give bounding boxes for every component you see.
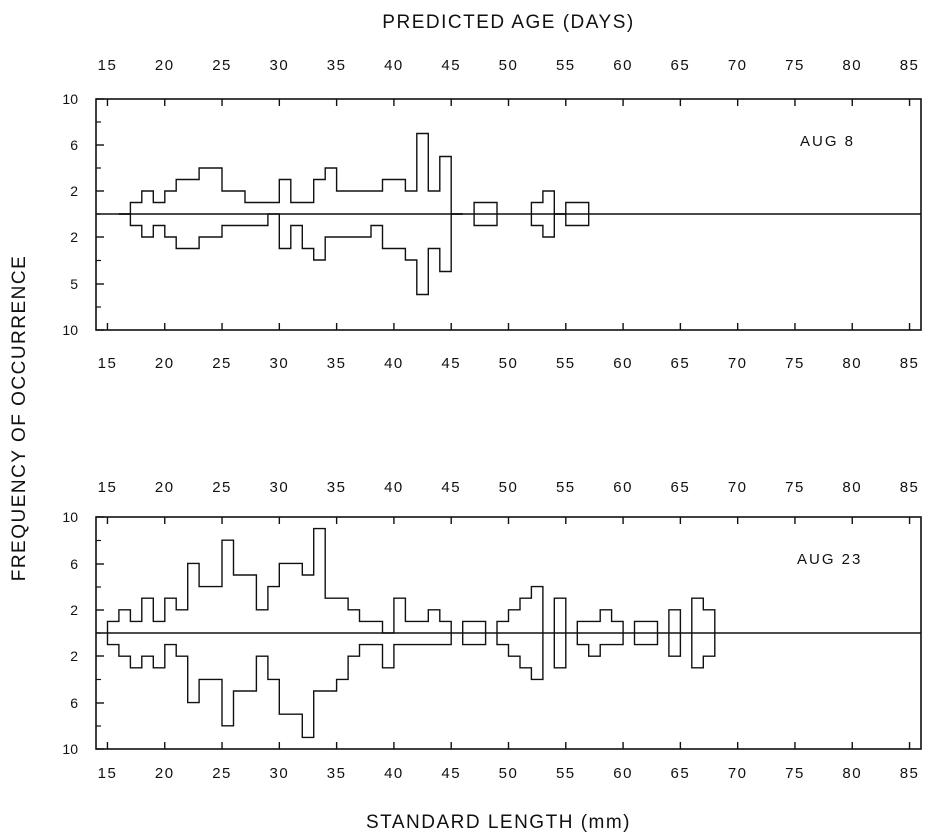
x2-tick-label: 20 xyxy=(155,57,175,74)
x2-tick-label: 25 xyxy=(212,479,232,496)
x2-tick-label: 80 xyxy=(842,479,862,496)
x-tick-label: 20 xyxy=(155,355,175,372)
panel-date-label: AUG 8 xyxy=(800,133,855,150)
x2-tick-label: 55 xyxy=(556,57,576,74)
y-tick-label: 2 xyxy=(70,602,78,618)
x-tick-label: 70 xyxy=(728,765,748,782)
x2-tick-label: 75 xyxy=(785,57,805,74)
y-tick-label: 10 xyxy=(62,91,78,107)
x2-tick-label: 60 xyxy=(613,57,633,74)
x-tick-label: 85 xyxy=(900,355,920,372)
x2-tick-label: 35 xyxy=(327,479,347,496)
x2-tick-label: 70 xyxy=(728,479,748,496)
x-tick-label: 30 xyxy=(269,355,289,372)
x2-tick-label: 15 xyxy=(98,57,118,74)
x-tick-label: 25 xyxy=(212,765,232,782)
y-tick-label: 2 xyxy=(70,183,78,199)
x2-tick-label: 50 xyxy=(499,479,519,496)
top-axis-title: PREDICTED AGE (DAYS) xyxy=(382,12,635,33)
x-tick-label: 60 xyxy=(613,765,633,782)
histogram-upper-outline xyxy=(118,132,590,215)
histogram-lower-outline xyxy=(118,213,590,296)
y-tick-label: 6 xyxy=(70,556,78,572)
y-tick-label: 5 xyxy=(70,276,78,292)
x2-tick-label: 30 xyxy=(269,57,289,74)
y-tick-label: 6 xyxy=(70,695,78,711)
x2-tick-label: 45 xyxy=(441,479,461,496)
x-tick-label: 55 xyxy=(556,355,576,372)
x-tick-label: 45 xyxy=(441,765,461,782)
x2-tick-label: 60 xyxy=(613,479,633,496)
x2-tick-label: 75 xyxy=(785,479,805,496)
x-tick-label: 35 xyxy=(327,355,347,372)
x2-tick-label: 30 xyxy=(269,479,289,496)
x2-tick-label: 70 xyxy=(728,57,748,74)
x-tick-label: 40 xyxy=(384,765,404,782)
x2-tick-label: 85 xyxy=(900,57,920,74)
x2-tick-label: 55 xyxy=(556,479,576,496)
x2-tick-label: 50 xyxy=(499,57,519,74)
histogram-upper-outline xyxy=(106,527,716,634)
y-tick-label: 2 xyxy=(70,229,78,245)
x2-tick-label: 80 xyxy=(842,57,862,74)
y-tick-label: 10 xyxy=(62,741,78,757)
x2-tick-label: 35 xyxy=(327,57,347,74)
x-tick-label: 80 xyxy=(842,765,862,782)
x2-tick-label: 45 xyxy=(441,57,461,74)
x-tick-label: 75 xyxy=(785,765,805,782)
x2-tick-label: 65 xyxy=(671,479,691,496)
x-tick-label: 85 xyxy=(900,765,920,782)
y-tick-label: 6 xyxy=(70,137,78,153)
x-tick-label: 55 xyxy=(556,765,576,782)
x-tick-label: 40 xyxy=(384,355,404,372)
x2-tick-label: 85 xyxy=(900,479,920,496)
x-tick-label: 20 xyxy=(155,765,175,782)
y-tick-label: 10 xyxy=(62,322,78,338)
x2-tick-label: 40 xyxy=(384,57,404,74)
x-tick-label: 25 xyxy=(212,355,232,372)
x-tick-label: 15 xyxy=(98,765,118,782)
x-tick-label: 65 xyxy=(671,355,691,372)
panel-date-label: AUG 23 xyxy=(797,551,862,568)
histogram-panel-2: 15 20 25 30 35 40 45 50 55 60 65 70 75 80 85 15 20 25 30 35… xyxy=(62,479,922,782)
x-tick-label: 15 xyxy=(98,355,118,372)
x-tick-label: 35 xyxy=(327,765,347,782)
y-tick-label: 2 xyxy=(70,648,78,664)
y-tick-label: 10 xyxy=(62,509,78,525)
x-tick-label: 30 xyxy=(269,765,289,782)
x-tick-label: 45 xyxy=(441,355,461,372)
x-tick-label: 50 xyxy=(499,765,519,782)
x-tick-label: 80 xyxy=(842,355,862,372)
x-tick-label: 70 xyxy=(728,355,748,372)
x2-tick-label: 40 xyxy=(384,479,404,496)
x-tick-label: 50 xyxy=(499,355,519,372)
x-tick-label: 65 xyxy=(671,765,691,782)
x2-tick-label: 15 xyxy=(98,479,118,496)
x2-tick-label: 65 xyxy=(671,57,691,74)
x-tick-label: 60 xyxy=(613,355,633,372)
x-tick-label: 75 xyxy=(785,355,805,372)
x2-tick-label: 25 xyxy=(212,57,232,74)
x2-tick-label: 20 xyxy=(155,479,175,496)
bottom-axis-title: STANDARD LENGTH (mm) xyxy=(365,812,632,833)
histogram-lower-outline xyxy=(106,633,716,739)
